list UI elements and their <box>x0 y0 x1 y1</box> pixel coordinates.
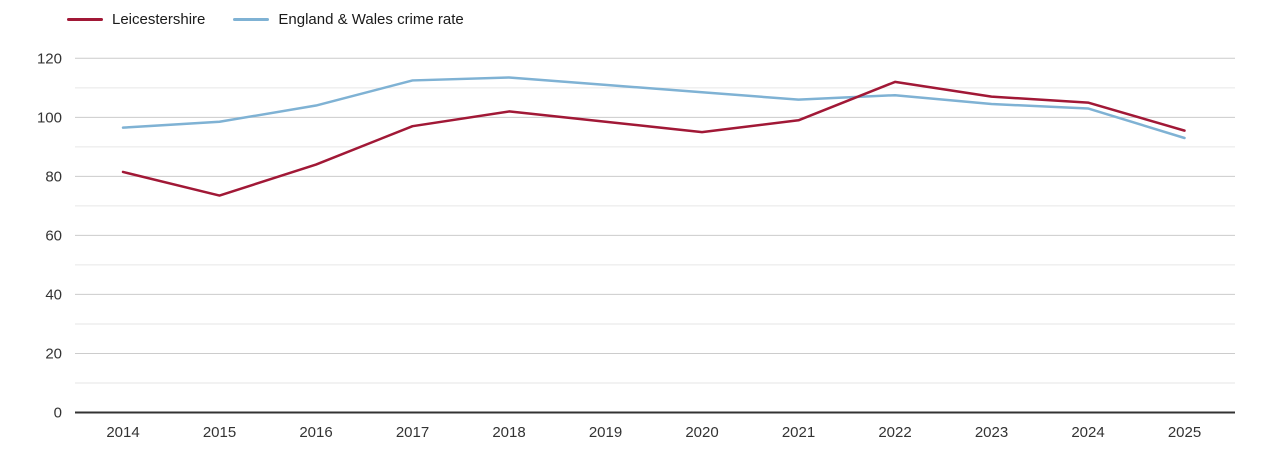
x-tick-label-2014: 2014 <box>106 424 139 441</box>
legend-label-england-wales: England & Wales crime rate <box>278 11 464 28</box>
x-tick-label-2015: 2015 <box>203 424 236 441</box>
legend-label-leicestershire: Leicestershire <box>112 11 206 28</box>
legend-swatch-england-wales-line <box>233 18 270 21</box>
series-line-england-wales-crime-rate <box>121 76 1186 140</box>
y-tick-label-0: 0 <box>54 405 62 422</box>
y-tick-label-60: 60 <box>45 227 62 244</box>
legend-swatch-leicestershire-line <box>67 18 103 21</box>
x-tick-label-2020: 2020 <box>685 424 718 441</box>
x-tick-label-2019: 2019 <box>589 424 622 441</box>
x-tick-label-2021: 2021 <box>782 424 815 441</box>
x-tick-label-2017: 2017 <box>396 424 429 441</box>
x-tick-label-2018: 2018 <box>492 424 525 441</box>
y-tick-label-20: 20 <box>45 345 62 362</box>
y-tick-label-100: 100 <box>37 109 62 126</box>
y-tick-label-120: 120 <box>37 50 62 67</box>
legend-item-england-wales[interactable]: England & Wales crime rate <box>233 11 464 28</box>
x-tick-label-2022: 2022 <box>878 424 911 441</box>
legend-item-leicestershire[interactable]: Leicestershire <box>67 11 205 28</box>
series-line-leicestershire <box>121 80 1186 197</box>
x-tick-label-2024: 2024 <box>1071 424 1104 441</box>
x-tick-label-2016: 2016 <box>299 424 332 441</box>
y-tick-label-80: 80 <box>45 168 62 185</box>
chart-legend: Leicestershire England & Wales crime rat… <box>67 11 464 28</box>
y-tick-label-40: 40 <box>45 286 62 303</box>
x-tick-label-2025: 2025 <box>1168 424 1201 441</box>
x-tick-label-2023: 2023 <box>975 424 1008 441</box>
